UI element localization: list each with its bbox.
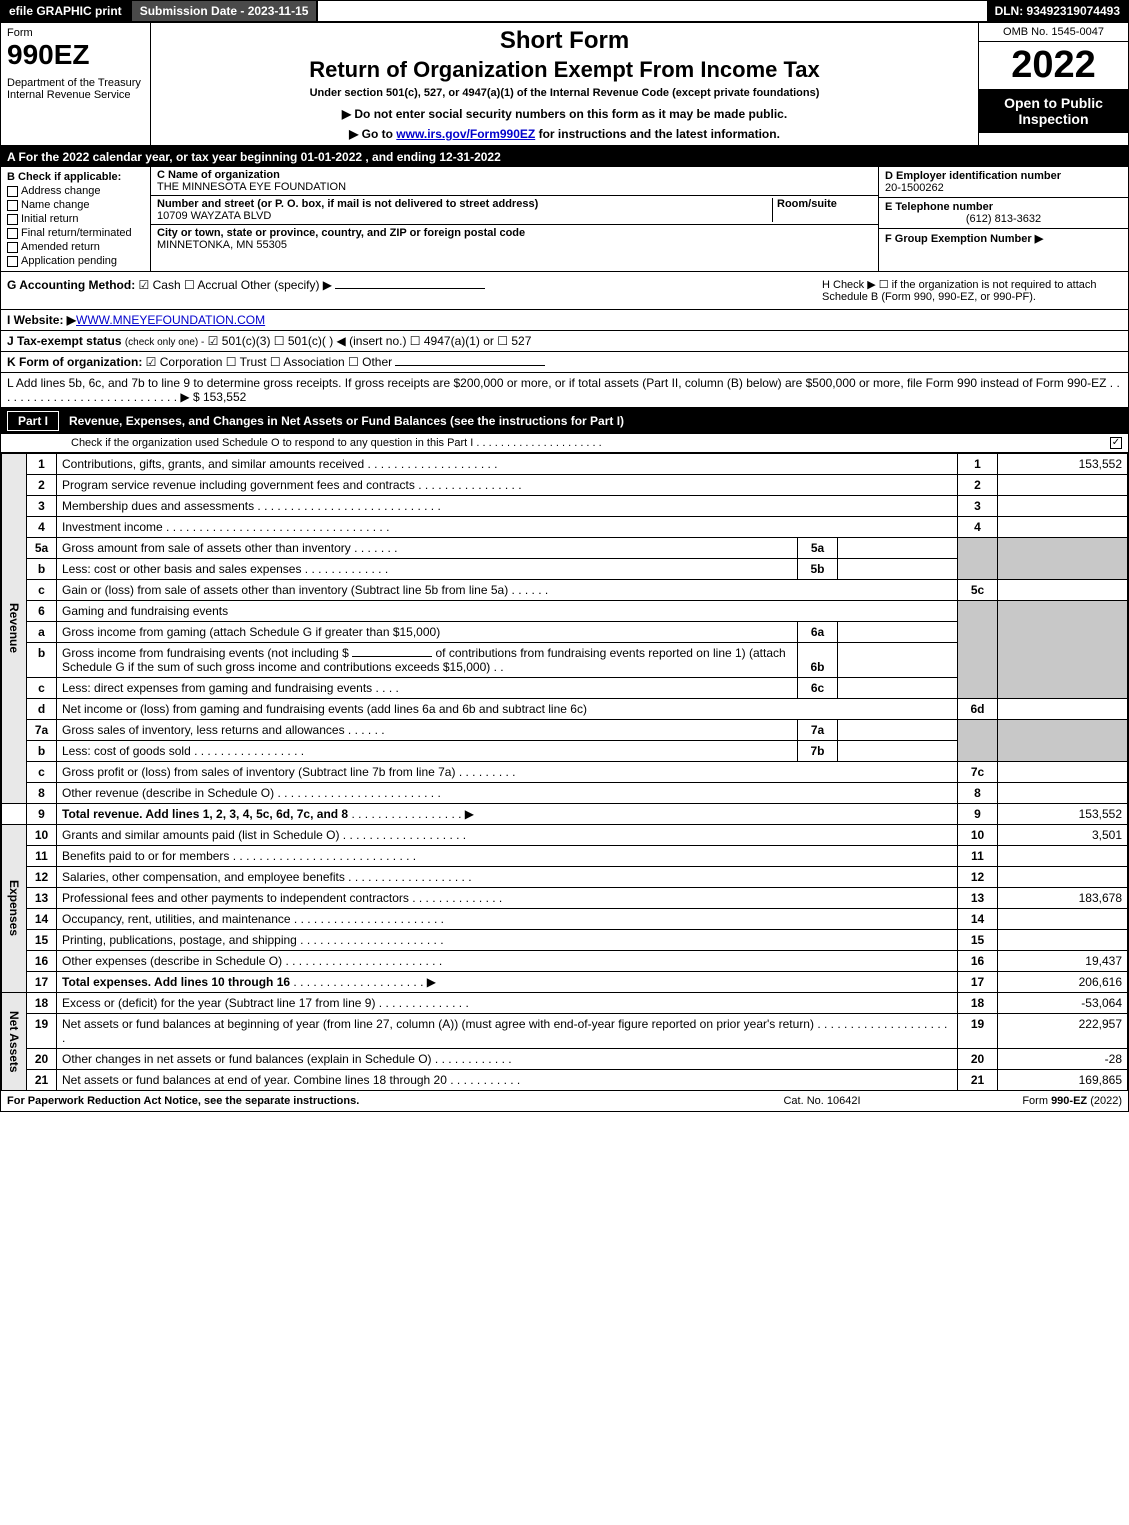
phone-label: E Telephone number [885,201,993,213]
submission-date: Submission Date - 2023-11-15 [132,1,319,21]
open-public-inspection: Open to Public Inspection [979,89,1128,133]
part-1-header: Part I Revenue, Expenses, and Changes in… [1,408,1128,434]
line-5b-value [838,559,958,580]
check-amended-return[interactable]: Amended return [7,241,144,253]
irs-link[interactable]: www.irs.gov/Form990EZ [396,127,535,141]
footer-form-ref: Form 990-EZ (2022) [922,1095,1122,1107]
header-mid: Short Form Return of Organization Exempt… [151,23,978,145]
city-value: MINNETONKA, MN 55305 [157,239,287,251]
ein-value: 20-1500262 [885,182,944,194]
note2-pre: ▶ Go to [349,127,396,141]
line-18-amount: -53,064 [998,993,1128,1014]
section-b-header: B Check if applicable: [7,171,144,183]
line-14-amount [998,909,1128,930]
line-7b-value [838,741,958,762]
net-assets-tab: Net Assets [2,993,27,1091]
omb-number: OMB No. 1545-0047 [979,23,1128,42]
line-4-amount [998,517,1128,538]
row-k-org-form: K Form of organization: ☑ Corporation ☐ … [1,352,1128,373]
row-l-gross-receipts: L Add lines 5b, 6c, and 7b to line 9 to … [1,373,1128,408]
line-17-amount: 206,616 [998,972,1128,993]
form-title-1: Short Form [157,27,972,55]
top-bar: efile GRAPHIC print Submission Date - 20… [1,1,1128,23]
org-name: THE MINNESOTA EYE FOUNDATION [157,181,346,193]
check-address-change[interactable]: Address change [7,185,144,197]
accounting-method: G Accounting Method: ☑ Cash ☐ Accrual Ot… [7,278,822,303]
line-6d-amount [998,699,1128,720]
form-note-1: ▶ Do not enter social security numbers o… [157,107,972,121]
section-def: D Employer identification number 20-1500… [878,167,1128,271]
form-subtitle: Under section 501(c), 527, or 4947(a)(1)… [157,87,972,99]
part-1-table: Revenue 1 Contributions, gifts, grants, … [1,453,1128,1091]
section-bcdef: B Check if applicable: Address change Na… [1,167,1128,272]
line-8-amount [998,783,1128,804]
page-footer: For Paperwork Reduction Act Notice, see … [1,1091,1128,1111]
row-j-tax-exempt: J Tax-exempt status (check only one) - ☑… [1,331,1128,352]
revenue-tab: Revenue [2,454,27,804]
section-b: B Check if applicable: Address change Na… [1,167,151,271]
room-label: Room/suite [777,198,837,210]
line-1-amount: 153,552 [998,454,1128,475]
row-gh: G Accounting Method: ☑ Cash ☐ Accrual Ot… [1,272,1128,310]
check-initial-return[interactable]: Initial return [7,213,144,225]
line-5c-amount [998,580,1128,601]
line-11-amount [998,846,1128,867]
footer-cat-no: Cat. No. 10642I [722,1095,922,1107]
ein-label: D Employer identification number [885,170,1061,182]
line-15-amount [998,930,1128,951]
form-header: Form 990EZ Department of the Treasury In… [1,23,1128,147]
line-19-amount: 222,957 [998,1014,1128,1049]
tax-year: 2022 [979,42,1128,89]
row-i-website: I Website: ▶WWW.MNEYEFOUNDATION.COM [1,310,1128,331]
part-1-tag: Part I [7,411,59,431]
row-a-tax-year: A For the 2022 calendar year, or tax yea… [1,147,1128,167]
phone-value: (612) 813-3632 [885,213,1122,225]
form-number: 990EZ [7,39,144,71]
line-20-amount: -28 [998,1049,1128,1070]
org-name-label: C Name of organization [157,169,280,181]
line-21-amount: 169,865 [998,1070,1128,1091]
line-7a-value [838,720,958,741]
header-right: OMB No. 1545-0047 2022 Open to Public In… [978,23,1128,145]
city-label: City or town, state or province, country… [157,227,525,239]
dln-number: DLN: 93492319074493 [987,1,1128,21]
expenses-tab: Expenses [2,825,27,993]
line-6c-value [838,678,958,699]
form-990ez-page: efile GRAPHIC print Submission Date - 20… [0,0,1129,1112]
line-10-amount: 3,501 [998,825,1128,846]
schedule-b-check: H Check ▶ ☐ if the organization is not r… [822,278,1122,303]
line-16-amount: 19,437 [998,951,1128,972]
footer-left: For Paperwork Reduction Act Notice, see … [7,1095,722,1107]
efile-print-label[interactable]: efile GRAPHIC print [1,1,132,21]
schedule-o-check[interactable] [1110,437,1122,449]
note2-post: for instructions and the latest informat… [535,127,780,141]
check-name-change[interactable]: Name change [7,199,144,211]
form-label: Form [7,27,144,39]
line-6a-value [838,622,958,643]
street-label: Number and street (or P. O. box, if mail… [157,198,538,210]
line-13-amount: 183,678 [998,888,1128,909]
line-9-amount: 153,552 [998,804,1128,825]
check-application-pending[interactable]: Application pending [7,255,144,267]
line-7c-amount [998,762,1128,783]
line-12-amount [998,867,1128,888]
section-c: C Name of organization THE MINNESOTA EYE… [151,167,878,271]
dept-label: Department of the Treasury Internal Reve… [7,77,144,101]
form-note-2: ▶ Go to www.irs.gov/Form990EZ for instru… [157,127,972,141]
line-6b-value [838,643,958,678]
website-link[interactable]: WWW.MNEYEFOUNDATION.COM [76,313,265,327]
part-1-title: Revenue, Expenses, and Changes in Net As… [69,414,624,428]
header-left: Form 990EZ Department of the Treasury In… [1,23,151,145]
part-1-subtitle: Check if the organization used Schedule … [1,434,1128,453]
check-final-return[interactable]: Final return/terminated [7,227,144,239]
form-title-2: Return of Organization Exempt From Incom… [157,57,972,83]
line-2-amount [998,475,1128,496]
line-3-amount [998,496,1128,517]
line-5a-value [838,538,958,559]
group-exemption-label: F Group Exemption Number ▶ [885,233,1043,245]
street-value: 10709 WAYZATA BLVD [157,210,271,222]
